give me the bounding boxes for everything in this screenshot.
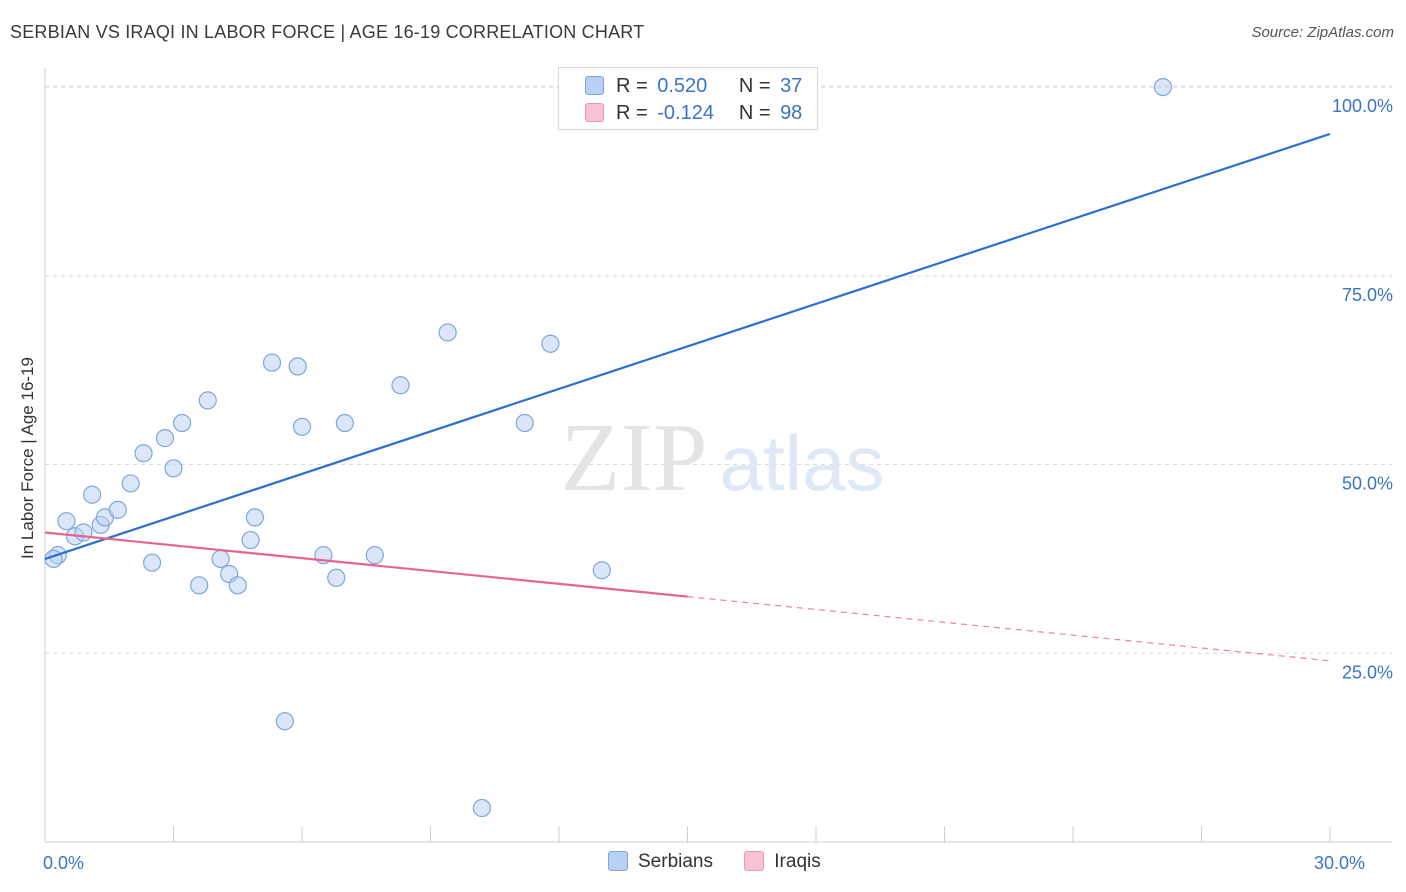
r-label: R =	[616, 102, 648, 124]
y-tick-label: 50.0%	[1342, 474, 1393, 494]
y-tick-label: 75.0%	[1342, 285, 1393, 305]
serbian-point	[108, 500, 127, 519]
legend-item-iraqis: Iraqis	[744, 851, 821, 873]
serbian-point	[172, 413, 192, 433]
watermark-zip: ZIP	[561, 404, 708, 512]
r-label: R =	[616, 75, 648, 97]
y-tick-label: 25.0%	[1342, 662, 1393, 682]
legend-row-iraqis: R = -0.124 N = 98	[585, 102, 802, 126]
serbian-trend-line	[44, 132, 1331, 560]
legend-row-serbians: R = 0.520 N = 37	[585, 75, 802, 99]
iraqi-swatch	[744, 851, 765, 871]
gridlines	[45, 85, 1392, 654]
serbian-point	[228, 576, 247, 595]
serbian-point	[292, 417, 312, 436]
serbian-point	[164, 459, 183, 478]
serbian-point	[190, 576, 209, 595]
serbian-point	[57, 512, 76, 531]
serbian-point	[155, 429, 175, 448]
iraqi-trend-line	[44, 531, 688, 598]
iraqi-trend-extension	[687, 596, 1331, 662]
serbian-points	[44, 77, 1173, 818]
serbian-point	[275, 712, 294, 731]
serbian-point	[541, 334, 560, 353]
serbian-point	[365, 546, 384, 565]
serbian-point	[134, 444, 153, 463]
serbian-point	[241, 530, 260, 550]
serbian-swatch	[585, 76, 604, 95]
serbian-point	[472, 798, 491, 818]
legend-label-serbians: Serbians	[638, 851, 713, 872]
n-label: N =	[738, 75, 771, 97]
y-axis-title: In Labor Force | Age 16-19	[18, 357, 37, 559]
serbian-point	[198, 391, 217, 410]
serbian-point	[262, 353, 282, 372]
legend-label-iraqis: Iraqis	[774, 851, 821, 872]
serbian-point	[142, 553, 162, 572]
x-tick-label: 30.0%	[1314, 853, 1365, 873]
n-label: N =	[738, 102, 771, 124]
serbian-point	[121, 474, 140, 493]
serbian-point	[245, 508, 264, 527]
legend-item-serbians: Serbians	[608, 851, 713, 873]
correlation-legend: R = 0.520 N = 37 R = -0.124 N = 98	[558, 67, 818, 130]
serbian-point	[1153, 77, 1173, 97]
watermark-atlas: atlas	[720, 419, 885, 507]
serbian-point	[515, 413, 534, 433]
axes	[44, 68, 1392, 843]
chart-title: SERBIAN VS IRAQI IN LABOR FORCE | AGE 16…	[10, 22, 645, 42]
serbian-point	[327, 568, 346, 587]
x-tick-label: 0.0%	[43, 853, 84, 873]
serbian-swatch	[608, 851, 628, 871]
y-tick-label: 100.0%	[1332, 96, 1393, 116]
iraqi-swatch	[585, 103, 604, 122]
r-value-iraqis: -0.124	[657, 102, 714, 124]
chart-source: Source: ZipAtlas.com	[1251, 24, 1394, 41]
n-value-iraqis: 98	[780, 102, 803, 124]
trend-lines	[44, 132, 1331, 662]
series-legend: Serbians Iraqis	[608, 851, 847, 877]
serbian-point	[74, 523, 93, 542]
serbian-point	[391, 376, 410, 395]
tick-labels: 25.0% 50.0% 75.0% 100.0% 0.0% 30.0%	[43, 96, 1393, 873]
serbian-point	[335, 413, 354, 433]
serbian-point	[592, 561, 611, 580]
serbian-point	[438, 323, 457, 342]
serbian-point	[288, 357, 307, 376]
serbian-point	[211, 549, 230, 569]
r-value-serbians: 0.520	[657, 75, 708, 97]
serbian-point	[83, 485, 102, 504]
n-value-serbians: 37	[780, 75, 803, 97]
